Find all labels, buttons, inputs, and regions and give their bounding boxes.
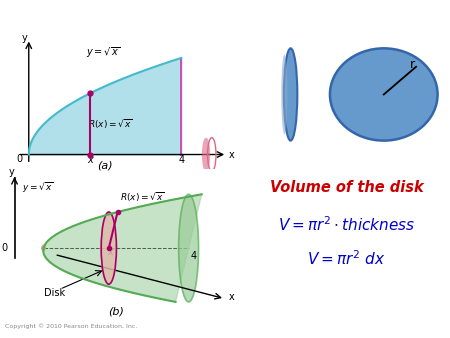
Text: $\mathit{V} = \pi \mathit{r}^2 \ \mathit{dx}$: $\mathit{V} = \pi \mathit{r}^2 \ \mathit… xyxy=(307,249,386,268)
Text: $y = \sqrt{x}$: $y = \sqrt{x}$ xyxy=(22,180,54,195)
Text: Volume of the disk: Volume of the disk xyxy=(270,180,423,195)
Text: (a): (a) xyxy=(97,160,113,170)
Text: $R(x) = \sqrt{x}$: $R(x) = \sqrt{x}$ xyxy=(120,190,165,203)
Text: Copyright © 2010 Pearson Education, Inc.: Copyright © 2010 Pearson Education, Inc. xyxy=(5,323,137,329)
Text: (b): (b) xyxy=(108,307,124,317)
Text: x: x xyxy=(87,155,93,165)
Ellipse shape xyxy=(101,212,117,284)
Text: $R(x) = \sqrt{x}$: $R(x) = \sqrt{x}$ xyxy=(88,117,133,131)
Text: 0: 0 xyxy=(1,243,7,253)
Text: 4: 4 xyxy=(178,155,184,165)
Text: 0: 0 xyxy=(16,154,22,164)
Text: y: y xyxy=(21,33,27,44)
Text: x: x xyxy=(229,292,234,302)
Text: Disk: Disk xyxy=(44,288,65,297)
Polygon shape xyxy=(43,194,202,302)
Ellipse shape xyxy=(202,138,210,171)
Text: x: x xyxy=(108,247,113,257)
Text: $\mathit{V} = \pi \mathit{r}^2 \cdot \mathit{thickness}$: $\mathit{V} = \pi \mathit{r}^2 \cdot \ma… xyxy=(278,215,415,234)
Text: Section 6.1 – Volume using Cross-sections – Disks and Washers: Section 6.1 – Volume using Cross-section… xyxy=(0,7,450,22)
Circle shape xyxy=(330,48,437,141)
Text: x: x xyxy=(229,149,235,160)
Ellipse shape xyxy=(284,48,297,141)
Text: r: r xyxy=(410,58,415,71)
Text: y: y xyxy=(9,167,15,177)
Text: 4: 4 xyxy=(191,251,197,261)
Ellipse shape xyxy=(42,245,45,251)
Text: $y = \sqrt{x}$: $y = \sqrt{x}$ xyxy=(86,45,120,59)
Ellipse shape xyxy=(179,194,198,302)
Ellipse shape xyxy=(281,54,288,135)
